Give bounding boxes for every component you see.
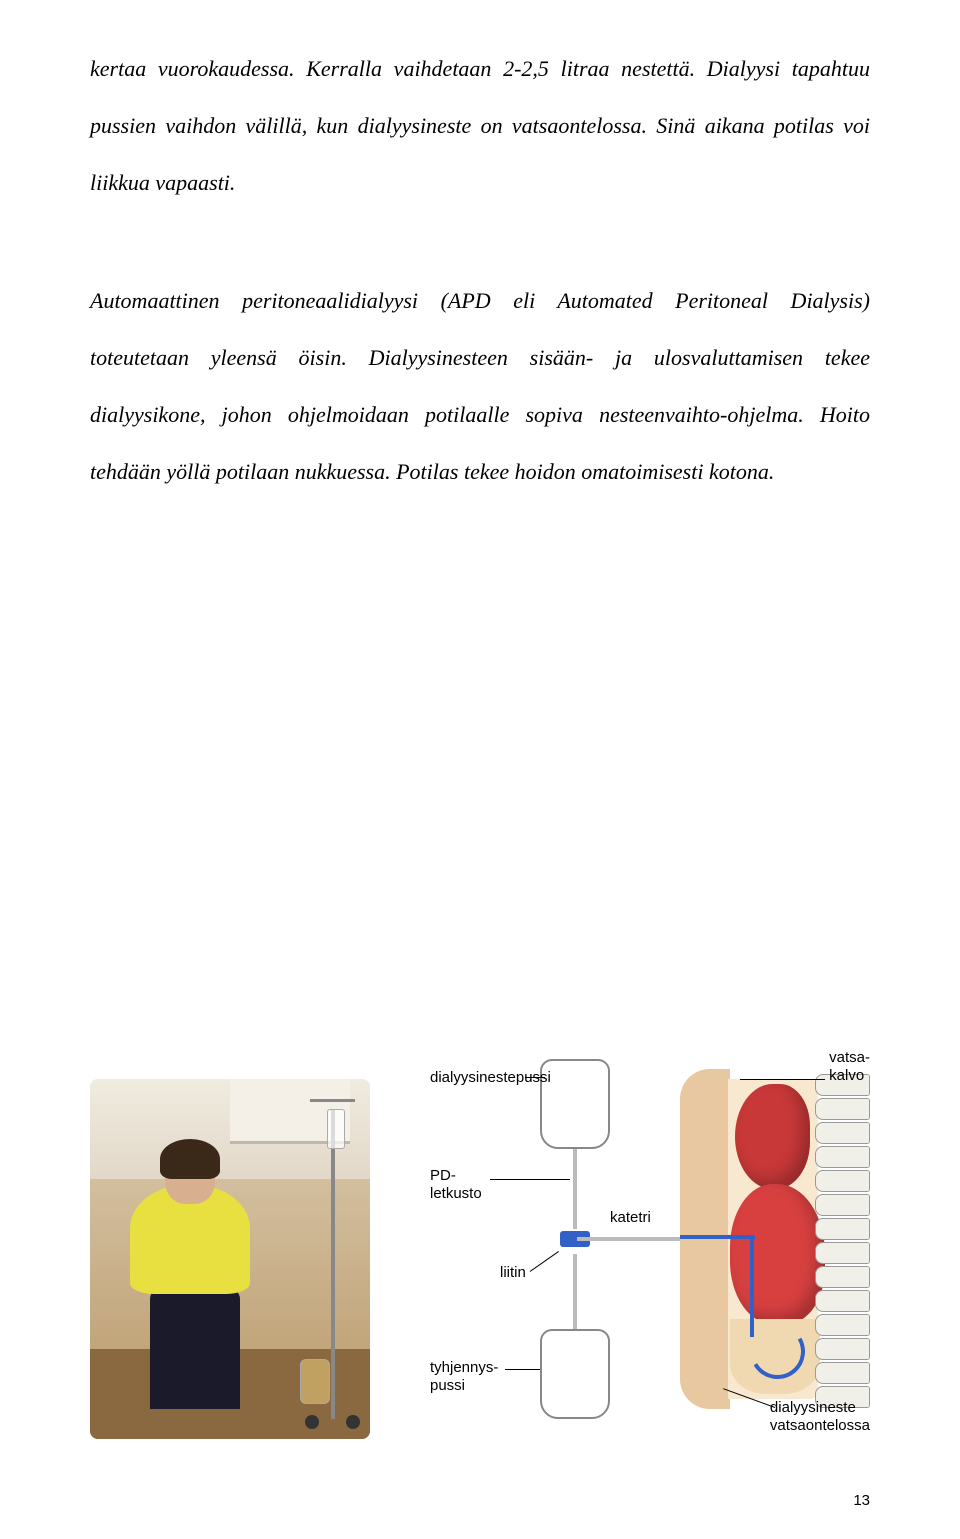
iv-stand-pole xyxy=(331,1109,335,1419)
label-catheter: katetri xyxy=(610,1209,651,1227)
leader-line xyxy=(525,1077,545,1078)
pd-diagram: dialyysinestepussi vatsa- kalvo PD- letk… xyxy=(430,1049,870,1439)
iv-bag-upper xyxy=(327,1109,345,1149)
label-fluid: dialyysineste vatsaontelossa xyxy=(770,1399,870,1435)
label-drain-bag: tyhjennys- pussi xyxy=(430,1359,498,1395)
tube-lower xyxy=(573,1254,577,1329)
spine xyxy=(815,1074,870,1404)
leader-line xyxy=(530,1251,559,1272)
organ-upper xyxy=(735,1084,810,1189)
tube-horizontal xyxy=(577,1237,682,1241)
catheter-entry xyxy=(680,1235,755,1239)
leader-line xyxy=(740,1079,825,1080)
label-dialysate-bag: dialyysinestepussi xyxy=(430,1069,551,1087)
paragraph-spacer xyxy=(90,212,870,272)
organ-lower xyxy=(730,1184,825,1324)
paragraph-2: Automaattinen peritoneaalidialyysi (APD … xyxy=(90,272,870,501)
label-membrane: vatsa- kalvo xyxy=(829,1049,870,1085)
drain-bag-icon xyxy=(540,1329,610,1419)
label-connector: liitin xyxy=(500,1264,526,1282)
figure-row: dialyysinestepussi vatsa- kalvo PD- letk… xyxy=(90,1049,870,1439)
photo-hair xyxy=(160,1139,220,1179)
leader-line xyxy=(505,1369,540,1370)
catheter-vertical xyxy=(750,1237,754,1337)
photo-person xyxy=(130,1129,260,1409)
patient-photo xyxy=(90,1079,370,1439)
label-tubing: PD- letkusto xyxy=(430,1167,482,1203)
skin-layer xyxy=(680,1069,730,1409)
anatomy-cross-section xyxy=(680,1069,870,1409)
iv-bag-lower xyxy=(300,1359,330,1404)
iv-stand-top xyxy=(310,1099,355,1102)
tube-upper xyxy=(573,1149,577,1229)
iv-stand-base xyxy=(305,1409,360,1429)
paragraph-1: kertaa vuorokaudessa. Kerralla vaihdetaa… xyxy=(90,40,870,212)
page-number: 13 xyxy=(853,1492,870,1509)
photo-legs xyxy=(150,1289,240,1409)
leader-line xyxy=(490,1179,570,1180)
